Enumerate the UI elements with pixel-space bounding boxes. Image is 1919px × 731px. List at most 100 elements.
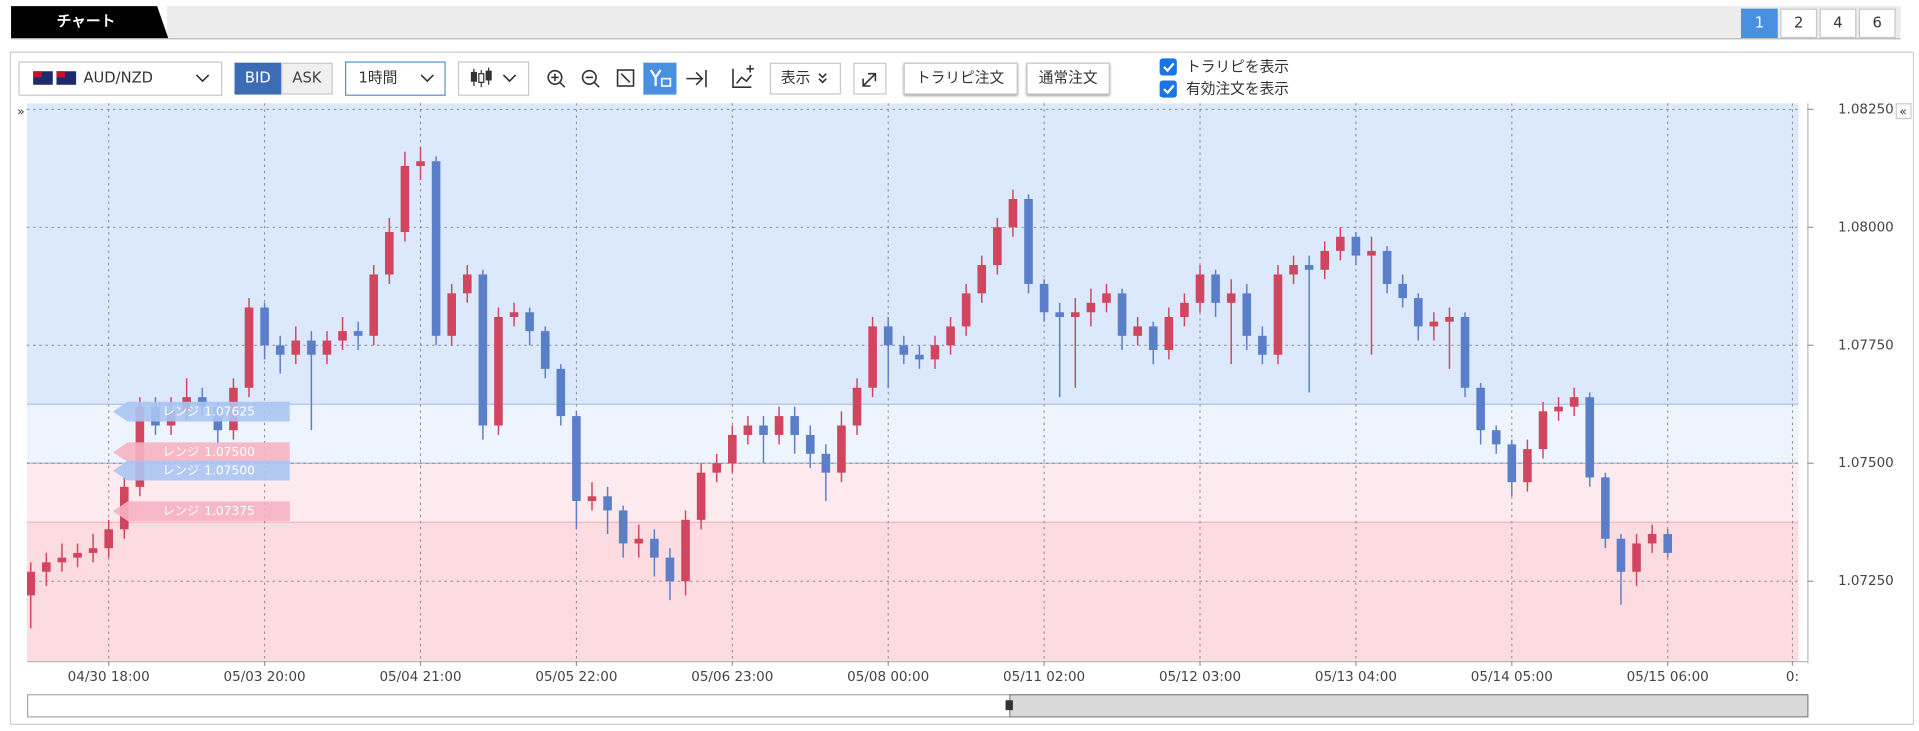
- fit[interactable]: [616, 69, 635, 87]
- order-price: 1.07375: [204, 504, 255, 518]
- candle-body: [1445, 316, 1454, 322]
- candle-body: [540, 331, 550, 369]
- scroll-thumb[interactable]: [1009, 694, 1809, 718]
- candle-body: [260, 307, 269, 346]
- display-text: 表示: [781, 70, 810, 87]
- candle-body: [1008, 198, 1018, 228]
- candles: [27, 147, 1673, 629]
- x-tick-label: 04/30 18:00: [68, 669, 150, 685]
- candle-body: [1538, 411, 1548, 450]
- button-text: 通常注文: [1039, 70, 1098, 87]
- candle-body: [774, 416, 784, 435]
- zoom-out[interactable]: [581, 69, 600, 88]
- candle-body: [416, 161, 425, 166]
- y-tick-label: 1.08250: [1838, 101, 1894, 117]
- y-tick-label: 1.07750: [1838, 337, 1894, 353]
- checkbox[interactable]: [1159, 80, 1177, 98]
- order-label: レンジ: [163, 445, 200, 459]
- trarip-order-button[interactable]: [903, 62, 1018, 95]
- candle-body: [307, 340, 316, 355]
- candle-body: [509, 312, 519, 317]
- candle-body: [1289, 265, 1298, 275]
- candle-body: [681, 519, 690, 582]
- candle-body: [650, 538, 659, 558]
- page-button[interactable]: [1858, 8, 1896, 39]
- candle-body: [478, 274, 488, 426]
- page-number: 2: [1794, 14, 1803, 31]
- page-button[interactable]: [1780, 8, 1818, 39]
- fullscreen-icon: [862, 72, 877, 87]
- checkmark: [1163, 84, 1175, 95]
- candle-body: [1086, 302, 1096, 313]
- x-tick-label: 05/12 03:00: [1159, 669, 1241, 685]
- chevron: [818, 73, 827, 84]
- y-lock[interactable]: [643, 62, 677, 95]
- candle-body: [1024, 198, 1033, 284]
- order-button[interactable]: [1026, 62, 1110, 95]
- candle-body: [1211, 274, 1220, 303]
- candle-body: [790, 416, 799, 435]
- tab-title: チャート: [57, 13, 116, 30]
- order-tag[interactable]: [112, 401, 290, 422]
- scroll-handle[interactable]: [1005, 700, 1013, 711]
- x-tick-label: 05/14 05:00: [1471, 669, 1553, 685]
- add-indicator[interactable]: [732, 65, 754, 89]
- checkbox[interactable]: [1159, 58, 1177, 76]
- candle-icon: [470, 67, 492, 88]
- order-tag[interactable]: [112, 460, 290, 481]
- y-tick-label: 1.07500: [1838, 455, 1894, 471]
- candle-body: [587, 496, 597, 502]
- zoom-in[interactable]: [547, 69, 566, 88]
- candle-body: [1413, 298, 1423, 327]
- side-button[interactable]: [234, 62, 282, 95]
- order-tag-text: レンジ 1.07500: [163, 445, 255, 459]
- candle-body: [1367, 250, 1376, 256]
- candle-body: [1336, 236, 1345, 251]
- candle-body: [353, 331, 363, 336]
- candle-body: [1601, 477, 1610, 539]
- candle-body: [821, 453, 831, 473]
- y-lock-icon: [660, 77, 672, 87]
- tab-chart[interactable]: [11, 6, 169, 39]
- order-price: 1.07500: [204, 445, 255, 459]
- collapse-right[interactable]: «: [1899, 104, 1907, 118]
- side-button[interactable]: [281, 62, 333, 95]
- candle-body: [556, 368, 566, 417]
- candle-body: [1180, 302, 1189, 317]
- candle-body: [1460, 316, 1470, 388]
- page-button[interactable]: [1819, 8, 1857, 39]
- order-tag[interactable]: [112, 501, 290, 522]
- collapse-left[interactable]: »: [17, 104, 25, 118]
- order-band: [27, 404, 1799, 464]
- candle-body: [805, 434, 815, 454]
- candle-body: [1398, 283, 1407, 299]
- order-label: レンジ: [163, 404, 200, 418]
- chart-type-select[interactable]: [457, 61, 530, 96]
- order-band: [27, 522, 1799, 661]
- candle-body: [1663, 534, 1673, 553]
- candle-body: [946, 326, 955, 346]
- order-price: 1.07625: [204, 404, 255, 418]
- interval-select[interactable]: [345, 61, 446, 96]
- candle-body: [572, 416, 581, 502]
- x-tick-label: 0:: [1786, 669, 1799, 685]
- candle-body: [104, 529, 114, 549]
- candle-body: [400, 165, 410, 233]
- page-number: 1: [1755, 14, 1764, 31]
- x-tick-label: 05/15 06:00: [1627, 669, 1709, 685]
- collapse-right-box[interactable]: [1895, 103, 1912, 120]
- page-buttons: 1 2 4 6: [1740, 8, 1896, 39]
- order-tag-text: レンジ 1.07625: [163, 404, 255, 418]
- candle-body: [883, 326, 893, 346]
- chevron: [502, 74, 517, 83]
- candle-body: [1429, 321, 1439, 327]
- display-select[interactable]: [769, 62, 842, 95]
- candle-body: [1382, 250, 1392, 284]
- x-tick-label: 05/03 20:00: [224, 669, 306, 685]
- scroll-end[interactable]: [686, 70, 707, 88]
- order-tag[interactable]: [112, 442, 290, 463]
- candle-body: [385, 232, 394, 275]
- chevron: [195, 74, 210, 83]
- page-button[interactable]: [1740, 8, 1778, 39]
